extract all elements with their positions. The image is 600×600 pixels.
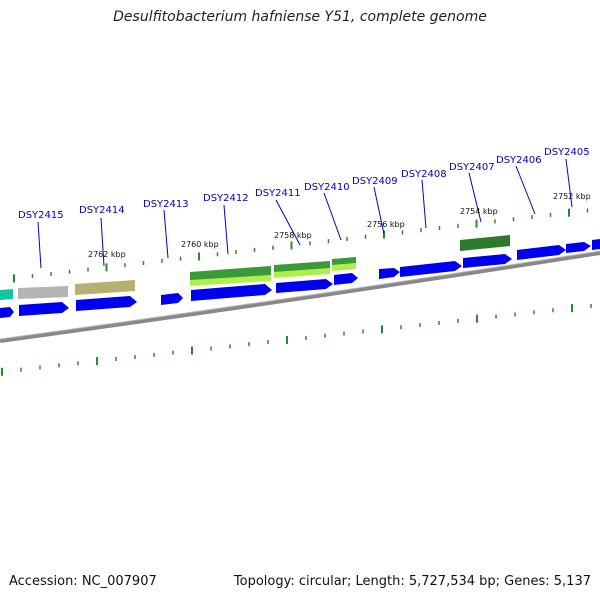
cds-arrow[interactable] — [19, 302, 69, 316]
kbp-label: 2760 kbp — [181, 240, 219, 249]
feature-lightgreen-dsy2410[interactable] — [332, 263, 356, 271]
gene-label-dsy2414[interactable]: DSY2414 — [79, 205, 125, 216]
kbp-label: 2762 kbp — [88, 250, 126, 259]
genome-title: Desulfitobacterium hafniense Y51, comple… — [113, 9, 487, 25]
gene-label-dsy2405[interactable]: DSY2405 — [544, 147, 590, 158]
genome-backbone-highlight — [0, 250, 600, 340]
label-leaders — [37, 158, 573, 269]
kbp-labels: 2762 kbp 2760 kbp 2758 kbp 2756 kbp 2754… — [88, 192, 591, 259]
gene-labels: DSY2415 DSY2414 DSY2413 DSY2412 DSY2411 … — [18, 147, 590, 221]
feature-gray[interactable] — [18, 286, 68, 299]
gene-label-dsy2411[interactable]: DSY2411 — [255, 188, 301, 199]
gene-label-dsy2413[interactable]: DSY2413 — [143, 199, 189, 210]
accession-text: Accession: NC_007907 — [9, 574, 157, 589]
cds-arrow[interactable] — [276, 279, 333, 293]
cds-arrow[interactable] — [161, 293, 183, 305]
feature-lightgreen-dsy2411[interactable] — [274, 268, 330, 278]
feature-teal[interactable] — [0, 289, 13, 300]
cds-arrow[interactable] — [517, 245, 566, 260]
cds-arrow[interactable] — [191, 284, 272, 301]
cds-arrow[interactable] — [566, 242, 591, 253]
cds-arrow[interactable] — [463, 254, 512, 268]
gene-label-dsy2407[interactable]: DSY2407 — [449, 162, 495, 173]
cds-track — [0, 239, 600, 318]
cds-arrow[interactable] — [334, 273, 358, 285]
feature-green-dsy2407[interactable] — [460, 235, 510, 251]
cds-arrow[interactable] — [592, 239, 600, 250]
feature-khaki[interactable] — [75, 280, 135, 295]
gene-label-dsy2408[interactable]: DSY2408 — [401, 169, 447, 180]
feature-track-outer — [0, 235, 510, 300]
cds-arrow[interactable] — [0, 307, 14, 318]
kbp-label: 2752 kbp — [553, 192, 591, 201]
gene-label-dsy2410[interactable]: DSY2410 — [304, 182, 350, 193]
genome-backbone — [0, 251, 600, 343]
kbp-label: 2754 kbp — [460, 207, 498, 216]
inner-tick-ring — [1, 304, 592, 376]
genome-summary-text: Topology: circular; Length: 5,727,534 bp… — [233, 574, 591, 589]
kbp-label: 2756 kbp — [367, 220, 405, 229]
gene-label-dsy2409[interactable]: DSY2409 — [352, 176, 398, 187]
cds-arrow[interactable] — [76, 296, 137, 311]
cds-arrow[interactable] — [400, 261, 462, 277]
cds-arrow[interactable] — [379, 268, 400, 279]
gene-label-dsy2412[interactable]: DSY2412 — [203, 193, 249, 204]
gene-label-dsy2415[interactable]: DSY2415 — [18, 210, 64, 221]
feature-lightgreen-dsy2412[interactable] — [190, 275, 271, 286]
gene-label-dsy2406[interactable]: DSY2406 — [496, 155, 542, 166]
kbp-label: 2758 kbp — [274, 231, 312, 240]
outer-tick-ring — [13, 208, 589, 283]
